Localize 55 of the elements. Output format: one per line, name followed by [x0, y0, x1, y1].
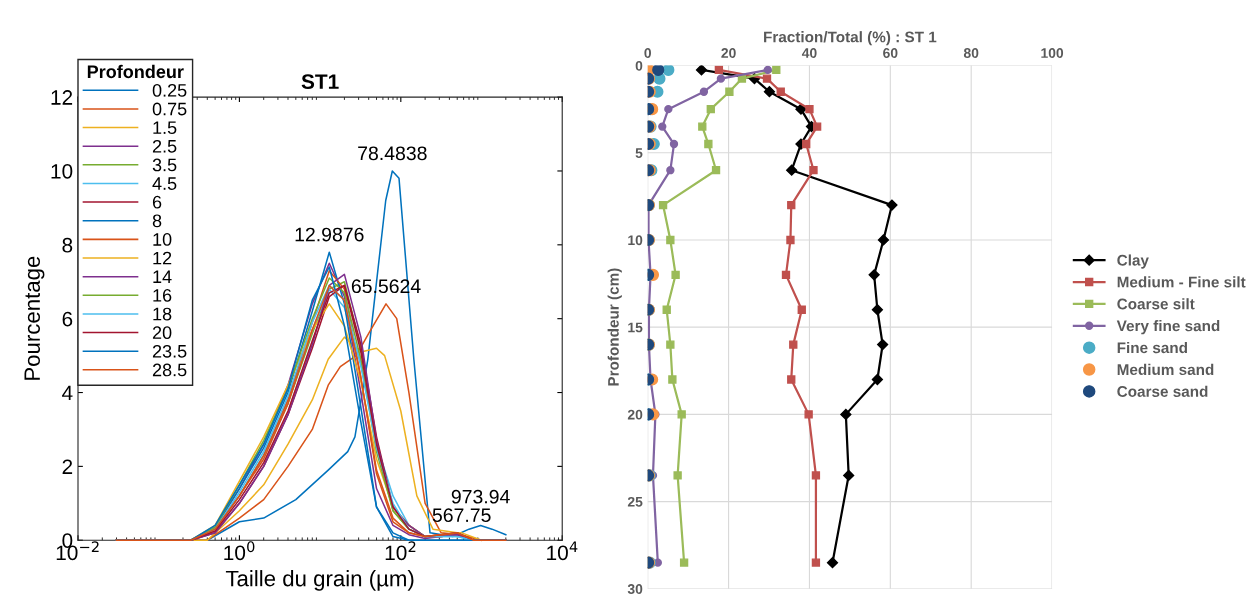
x-tick-label: 80: [963, 48, 979, 58]
y-tick-label: 10: [628, 235, 643, 246]
legend-label: 12: [153, 251, 172, 265]
y-tick-label: 4: [62, 385, 73, 401]
legend-label: 14: [153, 270, 172, 283]
legend-label: Coarse silt: [1117, 298, 1195, 310]
y-axis-title: Profondeur (cm): [607, 268, 622, 386]
x-tick-label: 20: [721, 48, 736, 58]
legend-label: 3.5: [152, 158, 177, 172]
annotation: 78.4838: [358, 146, 427, 161]
legend-label: 18: [153, 307, 172, 321]
y-tick-label: 12: [51, 90, 73, 105]
legend-label: 1.5: [153, 121, 177, 135]
legend-label: Clay: [1117, 254, 1149, 269]
y-tick-label: 20: [627, 409, 643, 420]
legend-label: 0.75: [152, 102, 187, 116]
annotation: 12.9876: [295, 227, 364, 242]
legend-label: 8: [152, 214, 162, 228]
legend-label: 23.5: [152, 344, 187, 358]
legend-label: Fine sand: [1117, 341, 1187, 354]
y-tick-label: 25: [627, 496, 643, 507]
legend-label: Medium - Fine silt: [1117, 276, 1246, 288]
legend-label: 2.5: [152, 139, 177, 153]
x-tick-label: 100: [1041, 48, 1064, 58]
x-tick-label: 10$^{0}$: [224, 541, 255, 561]
y-tick-label: 8: [62, 237, 73, 253]
legend-label: Medium sand: [1117, 363, 1214, 376]
legend-label: 10: [153, 233, 172, 246]
legend-label: 4.5: [152, 177, 177, 190]
y-axis-title: Pourcentage: [24, 256, 45, 380]
x-axis-title: Taille du grain (µm): [225, 570, 414, 591]
legend-label: 16: [153, 288, 172, 302]
legend-label: 0.25: [152, 83, 187, 97]
x-axis-title: Fraction/Total (%) : ST 1: [764, 31, 937, 46]
x-tick-label: 40: [801, 48, 817, 58]
chart-title: ST1: [301, 74, 339, 89]
legend-label: Very fine sand: [1116, 320, 1220, 335]
legend-label: 28.5: [152, 363, 187, 377]
y-tick-label: 30: [627, 584, 643, 594]
legend-title: Profondeur: [87, 64, 184, 79]
y-tick-label: 0: [635, 60, 643, 71]
legend-label: 20: [152, 326, 172, 340]
annotation: 973.94: [451, 489, 510, 504]
x-tick-label: 60: [883, 48, 898, 58]
legend-label: Coarse sand: [1117, 385, 1208, 397]
x-tick-label: 0: [644, 48, 652, 58]
y-tick-label: 10: [51, 163, 73, 179]
y-tick-label: 2: [62, 459, 73, 474]
y-tick-label: 5: [635, 148, 643, 158]
y-tick-label: 6: [62, 311, 73, 327]
y-tick-label: 15: [628, 322, 643, 333]
x-tick-label: 10$^{2}$: [385, 541, 416, 561]
legend-label: 6: [152, 195, 162, 209]
x-tick-label: 10$^{4}$: [547, 541, 578, 561]
annotation: 567.75: [432, 508, 491, 523]
